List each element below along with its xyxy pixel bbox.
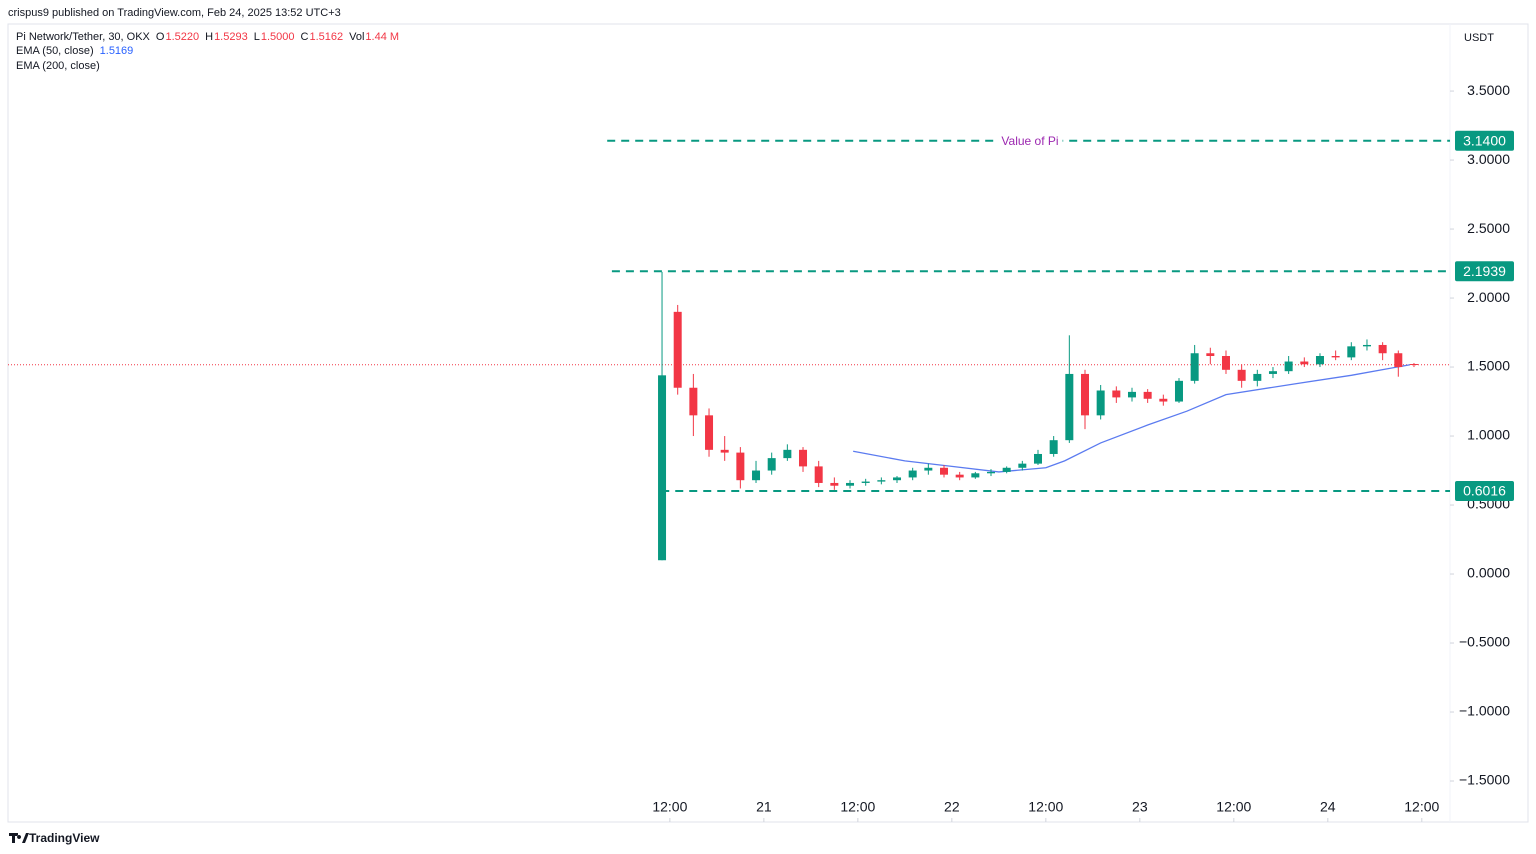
y-tick-label: 2.5000	[1467, 220, 1510, 236]
candle-body	[924, 467, 933, 471]
y-tick-label: 2.0000	[1467, 289, 1510, 305]
candle-body	[940, 467, 949, 475]
level-label: 2.1939	[1463, 263, 1506, 279]
ema-legend-value: 1.5169	[100, 45, 134, 57]
level-text: Value of Pi	[1001, 134, 1058, 148]
y-tick-label: −1.5000	[1459, 772, 1510, 788]
x-tick-label: 23	[1132, 799, 1148, 815]
legend-key: C	[301, 31, 309, 43]
candle-body	[1018, 463, 1027, 468]
candle-body	[1034, 453, 1042, 464]
ema-line	[853, 364, 1411, 473]
logo	[9, 833, 29, 843]
level-badge	[1455, 130, 1514, 151]
candle-body	[1127, 391, 1136, 398]
candle-body	[1362, 344, 1371, 347]
candle-body	[689, 387, 698, 416]
candle-body	[1253, 373, 1262, 381]
level-badge	[1455, 481, 1514, 502]
legend-value: 1.5220	[165, 31, 199, 43]
candle-body	[1065, 373, 1074, 441]
candle-body	[1268, 371, 1277, 374]
chart-frame	[7, 23, 1529, 823]
x-tick-label: 21	[756, 799, 772, 815]
level-text-bg	[997, 133, 1063, 148]
candle-body	[1049, 440, 1058, 454]
y-tick-label: −0.5000	[1459, 634, 1510, 650]
candle-body	[908, 470, 917, 478]
candle-body	[1206, 353, 1215, 357]
y-tick-label: 0.0000	[1467, 565, 1510, 581]
candle-body	[1284, 361, 1293, 372]
candle-body	[767, 458, 776, 471]
candle-body	[955, 474, 964, 478]
legend-key: H	[205, 31, 213, 43]
candle-body	[814, 466, 823, 483]
x-tick-label: 12:00	[1404, 799, 1439, 815]
candle-body	[971, 473, 980, 478]
candle-body	[893, 477, 902, 481]
candle-body	[987, 471, 996, 474]
candle-body	[1394, 353, 1403, 368]
ema200-legend: EMA (200, close)	[16, 60, 100, 72]
legend-title: Pi Network/Tether, 30, OKX	[16, 31, 151, 43]
candle-body	[1174, 380, 1183, 402]
publisher: crispus9 published on TradingView.com, F…	[8, 7, 341, 19]
legend-value: 1.44 M	[365, 31, 399, 43]
candle-body	[720, 449, 729, 453]
candle-body	[673, 311, 682, 388]
legend-key: Vol	[349, 31, 364, 43]
legend-value: 1.5162	[309, 31, 343, 43]
candle-body	[1002, 467, 1011, 472]
candle-body	[752, 470, 761, 481]
candle-body	[1143, 391, 1152, 399]
currency: USDT	[1464, 32, 1494, 44]
candle-body	[1159, 398, 1168, 402]
legend-value: 1.5293	[214, 31, 248, 43]
candle-body	[1080, 373, 1089, 416]
candle-body	[1315, 356, 1324, 365]
candle-body	[1112, 390, 1121, 398]
candle-body	[1190, 353, 1199, 381]
candle-body	[799, 449, 808, 467]
legend-key: O	[156, 31, 165, 43]
candle-body	[877, 480, 886, 482]
level-label: 3.1400	[1463, 132, 1506, 148]
legend-value: 1.5000	[261, 31, 295, 43]
candle-body	[1237, 369, 1246, 381]
candle-body	[783, 449, 792, 459]
candle-body	[736, 452, 745, 481]
y-tick-label: 3.0000	[1467, 151, 1510, 167]
candle-body	[658, 375, 667, 561]
candle-body	[705, 415, 714, 450]
watermark: TradingView	[29, 831, 100, 845]
level-label: 0.6016	[1463, 483, 1506, 499]
y-tick-label: 3.5000	[1467, 82, 1510, 98]
x-tick-label: 12:00	[840, 799, 875, 815]
level-badge	[1455, 261, 1514, 282]
candle-body	[861, 481, 870, 483]
x-tick-label: 12:00	[1216, 799, 1251, 815]
legend-key: L	[254, 31, 260, 43]
y-tick-label: −1.0000	[1459, 703, 1510, 719]
candle-body	[1409, 364, 1418, 366]
candle-body	[830, 482, 839, 486]
candle-body	[1096, 390, 1105, 416]
candle-body	[1221, 356, 1230, 370]
x-tick-label: 22	[944, 799, 960, 815]
ema-legend: EMA (50, close)	[16, 45, 94, 57]
candle-body	[1347, 346, 1356, 358]
candle-body	[1378, 344, 1387, 354]
x-tick-label: 24	[1320, 799, 1336, 815]
candle-body	[1331, 356, 1340, 358]
x-tick-label: 12:00	[1028, 799, 1063, 815]
y-tick-label: 1.0000	[1467, 427, 1510, 443]
y-tick-label: 1.5000	[1467, 358, 1510, 374]
candle-body	[1300, 361, 1309, 365]
candle-body	[846, 482, 855, 486]
x-tick-label: 12:00	[652, 799, 687, 815]
